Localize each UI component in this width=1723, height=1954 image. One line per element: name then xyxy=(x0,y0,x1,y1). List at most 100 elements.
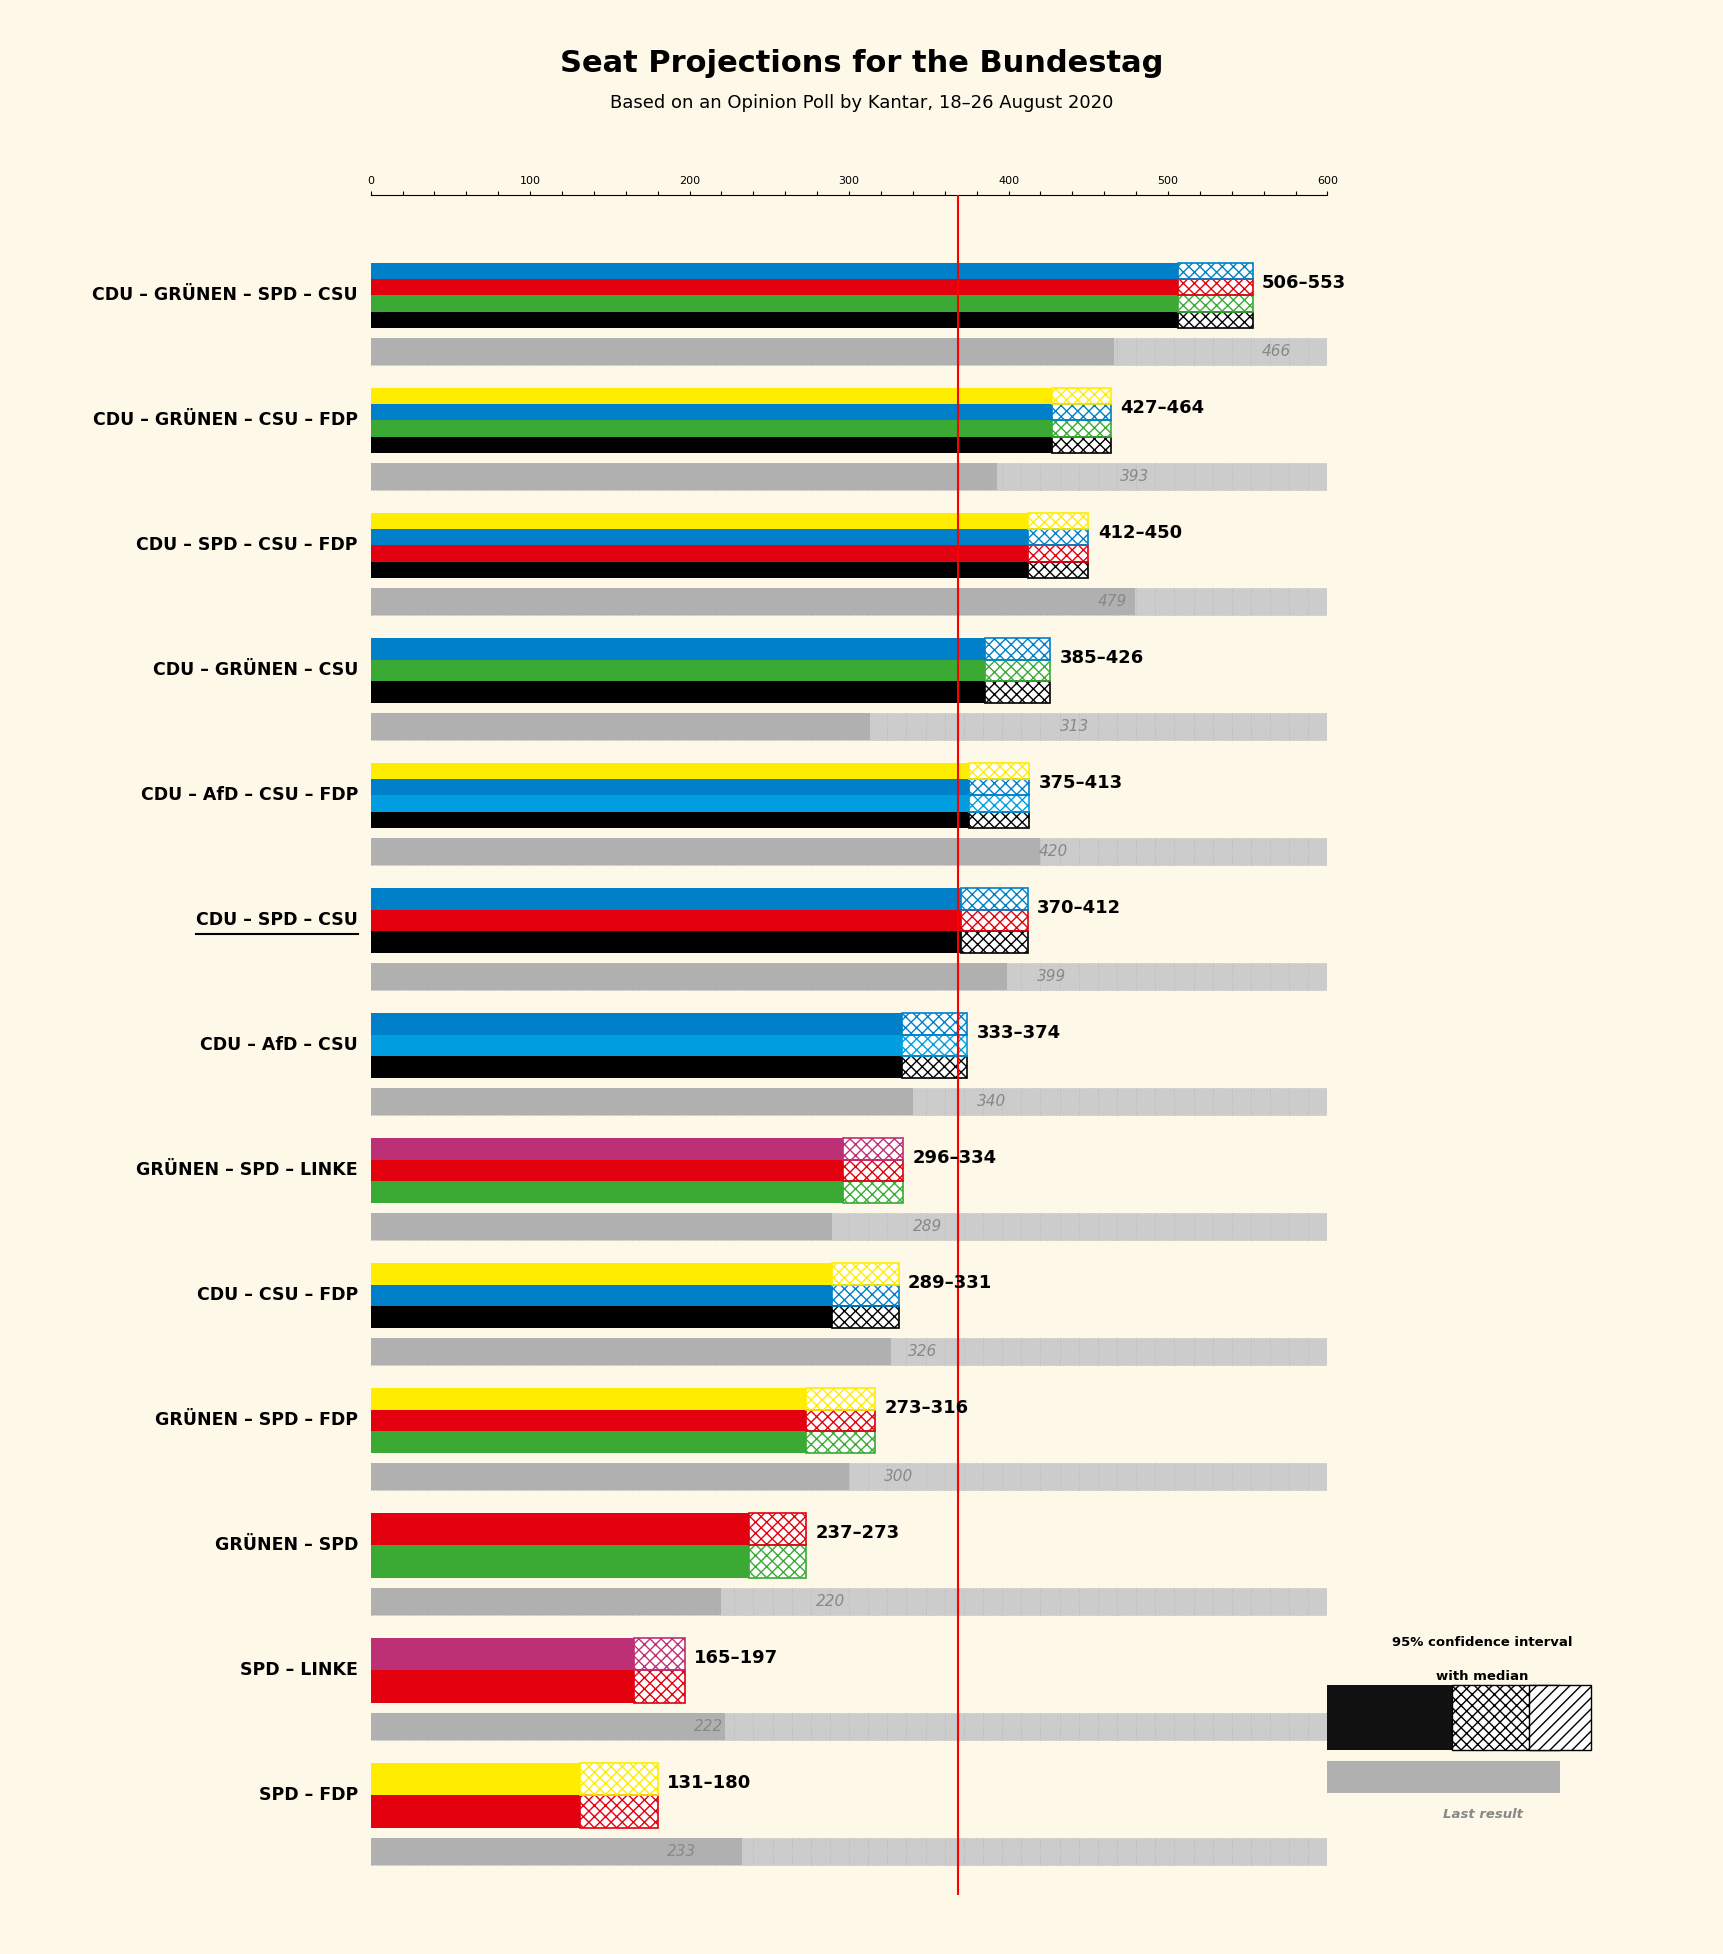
Bar xyxy=(901,1034,967,1057)
Bar xyxy=(370,1137,843,1159)
Bar xyxy=(370,682,984,703)
Text: CDU – AfD – CSU – FDP: CDU – AfD – CSU – FDP xyxy=(141,786,358,805)
Bar xyxy=(830,1305,898,1329)
Bar xyxy=(1051,389,1110,404)
Text: Based on an Opinion Poll by Kantar, 18–26 August 2020: Based on an Opinion Poll by Kantar, 18–2… xyxy=(610,94,1113,111)
Bar xyxy=(370,1796,579,1827)
Text: CDU – SPD – CSU: CDU – SPD – CSU xyxy=(196,911,358,930)
Text: 479: 479 xyxy=(1098,594,1127,610)
Bar xyxy=(968,780,1029,795)
Bar xyxy=(634,1671,684,1702)
Bar xyxy=(370,1088,913,1116)
Bar xyxy=(370,1409,806,1430)
Text: CDU – SPD – CSU – FDP: CDU – SPD – CSU – FDP xyxy=(136,537,358,555)
Bar xyxy=(370,1057,901,1079)
Bar xyxy=(984,682,1049,703)
Bar xyxy=(960,932,1027,954)
Bar xyxy=(370,1464,849,1491)
Bar xyxy=(1051,436,1110,453)
Bar xyxy=(370,545,1027,561)
Text: CDU – GRÜNEN – SPD – CSU: CDU – GRÜNEN – SPD – CSU xyxy=(93,287,358,305)
Bar xyxy=(748,1546,806,1579)
Bar xyxy=(968,780,1029,795)
Bar xyxy=(1027,530,1087,545)
Bar xyxy=(370,463,1327,490)
Text: 393: 393 xyxy=(1120,469,1149,485)
Bar xyxy=(984,660,1049,682)
Bar xyxy=(968,811,1029,828)
Text: CDU – GRÜNEN – CSU – FDP: CDU – GRÜNEN – CSU – FDP xyxy=(93,412,358,430)
Text: 506–553: 506–553 xyxy=(1261,274,1346,291)
Text: CDU – SPD – CSU: CDU – SPD – CSU xyxy=(196,911,358,930)
Bar xyxy=(370,811,968,828)
Bar xyxy=(370,512,1027,530)
Bar xyxy=(960,909,1027,932)
Bar xyxy=(1027,512,1087,530)
Bar xyxy=(370,1305,830,1329)
Bar xyxy=(370,1589,722,1616)
Text: 233: 233 xyxy=(667,1845,696,1858)
Bar xyxy=(370,780,968,795)
Bar xyxy=(901,1034,967,1057)
Bar xyxy=(370,1034,901,1057)
Bar xyxy=(1177,295,1253,311)
Bar xyxy=(579,1763,658,1796)
Bar xyxy=(1027,530,1087,545)
Bar xyxy=(748,1512,806,1546)
Bar xyxy=(748,1546,806,1579)
Text: 289–331: 289–331 xyxy=(908,1274,992,1292)
Bar xyxy=(370,795,968,811)
Bar xyxy=(370,1012,901,1034)
Text: GRÜNEN – SPD: GRÜNEN – SPD xyxy=(214,1536,358,1553)
Bar xyxy=(901,1012,967,1034)
Text: 375–413: 375–413 xyxy=(1039,774,1122,791)
Bar xyxy=(1451,1684,1559,1751)
Bar xyxy=(370,838,1039,866)
Bar xyxy=(984,682,1049,703)
Bar xyxy=(370,1546,748,1579)
Bar xyxy=(1177,311,1253,328)
Bar xyxy=(370,1338,891,1366)
Bar xyxy=(968,811,1029,828)
Text: 385–426: 385–426 xyxy=(1060,649,1142,666)
Bar xyxy=(806,1387,874,1409)
Bar xyxy=(370,1839,743,1866)
Text: SPD – FDP: SPD – FDP xyxy=(258,1786,358,1804)
Bar xyxy=(1528,1684,1590,1751)
Bar xyxy=(370,279,1177,295)
Bar xyxy=(1177,264,1253,279)
Bar xyxy=(370,887,960,909)
Bar xyxy=(370,963,1006,991)
Bar xyxy=(634,1671,684,1702)
Bar xyxy=(370,963,1327,991)
Bar xyxy=(984,660,1049,682)
Bar xyxy=(843,1137,903,1159)
Text: 370–412: 370–412 xyxy=(1037,899,1120,916)
Text: Seat Projections for the Bundestag: Seat Projections for the Bundestag xyxy=(560,49,1163,78)
Bar xyxy=(370,404,1051,420)
Bar xyxy=(984,637,1049,660)
Bar xyxy=(901,1057,967,1079)
Text: 165–197: 165–197 xyxy=(694,1649,779,1667)
Bar xyxy=(370,389,1051,404)
Bar xyxy=(1327,1684,1451,1751)
Bar xyxy=(370,1387,806,1409)
Bar xyxy=(830,1262,898,1284)
Bar xyxy=(1327,1761,1559,1794)
Text: GRÜNEN – SPD – LINKE: GRÜNEN – SPD – LINKE xyxy=(136,1161,358,1180)
Bar xyxy=(579,1763,658,1796)
Bar xyxy=(370,1714,724,1741)
Bar xyxy=(960,932,1027,954)
Bar xyxy=(370,1763,579,1796)
Bar xyxy=(370,338,1327,365)
Bar xyxy=(370,838,1327,866)
Bar xyxy=(843,1137,903,1159)
Bar xyxy=(370,1262,830,1284)
Bar xyxy=(968,762,1029,780)
Text: CDU – CSU – FDP: CDU – CSU – FDP xyxy=(196,1286,358,1305)
Text: 131–180: 131–180 xyxy=(667,1774,751,1792)
Text: 340: 340 xyxy=(975,1094,1005,1110)
Bar xyxy=(806,1409,874,1430)
Text: Last result: Last result xyxy=(1442,1807,1521,1821)
Bar xyxy=(830,1284,898,1305)
